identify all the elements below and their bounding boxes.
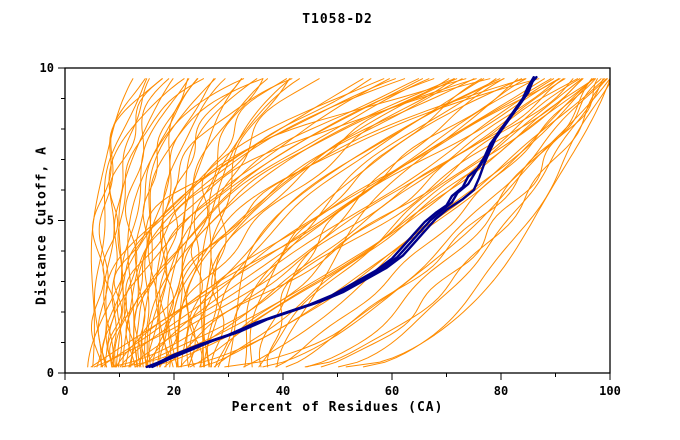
ensemble-curve [100,78,560,368]
ensemble-curve [276,78,519,368]
ensemble-curve [111,78,150,368]
ensemble-curve [96,78,385,368]
ensemble-curve [306,78,593,368]
ensemble-curve [115,78,561,368]
ensemble-curve [150,78,594,368]
ensemble-curve [107,78,467,368]
ensemble-curve [127,78,245,368]
ensemble-curve [94,78,148,368]
ensemble-curve [285,78,607,368]
ensemble-curve [173,78,540,368]
ensemble-curve [144,78,264,368]
ensemble-curve [125,78,491,368]
ensemble-curve [155,78,226,368]
x-tick-label: 100 [599,384,621,398]
ensemble-curve [134,78,584,368]
ensemble-curve [91,78,163,368]
ensemble-curve [115,78,174,368]
ensemble-curve [148,78,435,368]
ensemble-curve [105,78,396,368]
ensemble-curve [140,78,450,368]
ensemble-curve [116,78,204,368]
ensemble-curve [258,78,581,368]
ensemble-curve [128,78,566,368]
ensemble-curve [189,78,583,368]
ensemble-curve [163,78,242,368]
ensemble-curve [200,78,526,368]
ensemble-curve [145,78,198,368]
ensemble-curve [217,78,564,368]
y-tick-label: 10 [40,61,54,75]
ensemble-curve [180,78,268,368]
ensemble-curve [167,78,477,368]
ensemble-curve [133,78,419,368]
ensemble-curve [338,78,604,368]
x-tick-label: 20 [167,384,181,398]
x-tick-label: 40 [276,384,290,398]
x-axis-label: Percent of Residues (CA) [231,400,444,415]
ensemble-curve [266,78,527,368]
x-tick-label: 60 [385,384,399,398]
ensemble-curve [189,78,475,368]
ensemble-curve [137,78,189,368]
ensemble-curve [244,78,497,368]
chart-title: T1058-D2 [302,12,373,27]
ensemble-curve [362,78,611,368]
y-tick-label: 5 [47,214,54,228]
y-tick-label: 0 [47,366,54,380]
ensemble-curve [213,78,595,368]
ensemble-curve [275,78,596,368]
ensemble-curve [109,78,372,368]
highlight-curve [148,75,538,369]
ensemble-curve [320,78,598,368]
ensemble-curve [202,78,300,368]
x-tick-label: 80 [494,384,508,398]
ensemble-curve [179,78,560,368]
ensemble-curve [164,78,578,368]
ensemble-curve [144,78,552,368]
ensemble-curve [119,78,537,368]
ensemble-curve [345,78,611,368]
ensemble-curve [210,78,320,368]
ensemble-curve [111,78,574,368]
ensemble-curve [104,78,390,368]
ensemble-curve [249,78,523,368]
ensemble-curve [114,78,423,368]
x-tick-label: 0 [61,384,68,398]
ensemble-curve [152,78,463,368]
